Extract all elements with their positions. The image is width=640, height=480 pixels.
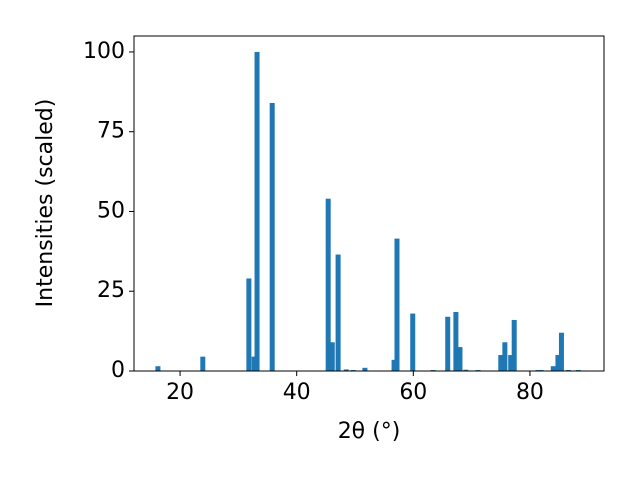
x-axis-label: 2θ (°) (338, 419, 401, 444)
bar (498, 355, 504, 371)
x-tick-label: 60 (399, 380, 427, 405)
y-tick-label: 75 (97, 119, 125, 144)
bar (453, 311, 459, 371)
y-axis-label: Intensities (scaled) (33, 99, 58, 308)
bar (457, 347, 463, 371)
bar (511, 319, 517, 371)
bar (251, 356, 257, 371)
bar (269, 103, 275, 371)
bar (410, 313, 416, 371)
bar (325, 198, 331, 371)
bar (502, 342, 508, 371)
y-tick-label: 25 (97, 278, 125, 303)
bar (508, 355, 514, 371)
bar (343, 369, 349, 371)
bar (445, 316, 451, 371)
bar (155, 366, 161, 371)
bar (329, 342, 335, 371)
bar (362, 367, 368, 371)
plot-frame (133, 35, 605, 372)
bar (555, 355, 561, 371)
y-tick-label: 100 (83, 39, 125, 64)
bar (335, 254, 341, 371)
bar (463, 369, 469, 371)
bar (200, 356, 206, 371)
bar (254, 51, 260, 371)
y-tick-label: 50 (97, 198, 125, 223)
x-tick-label: 80 (516, 380, 544, 405)
x-tick-label: 20 (166, 380, 194, 405)
bar (558, 332, 564, 371)
bar (550, 366, 556, 371)
x-tick-label: 40 (283, 380, 311, 405)
bar (394, 238, 400, 371)
y-tick-label: 0 (111, 358, 125, 383)
bar (246, 278, 252, 371)
bar (391, 359, 397, 371)
